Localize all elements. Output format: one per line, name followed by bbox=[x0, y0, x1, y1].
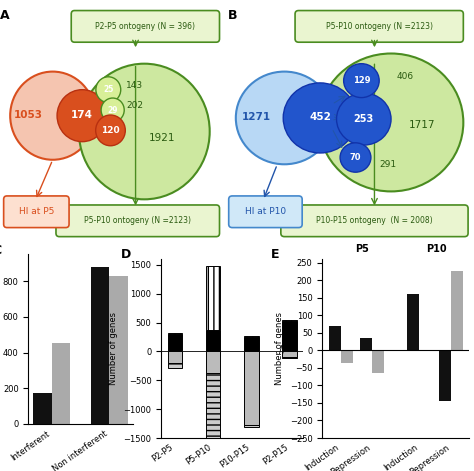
Y-axis label: Number of genes: Number of genes bbox=[275, 312, 284, 385]
Bar bbox=[244, 425, 259, 427]
Bar bbox=[168, 334, 182, 351]
Text: 1053: 1053 bbox=[14, 110, 43, 120]
Bar bbox=[168, 351, 182, 363]
Text: //: // bbox=[280, 345, 286, 355]
Text: 143: 143 bbox=[126, 81, 143, 89]
Bar bbox=[283, 321, 297, 351]
Bar bbox=[341, 350, 353, 363]
Circle shape bbox=[344, 64, 379, 97]
Text: P5: P5 bbox=[355, 244, 369, 254]
Bar bbox=[407, 294, 419, 350]
Text: B: B bbox=[228, 9, 237, 23]
Bar bbox=[283, 357, 297, 358]
Bar bbox=[206, 351, 220, 374]
Bar bbox=[360, 338, 372, 350]
Text: A: A bbox=[0, 9, 10, 23]
Bar bbox=[244, 336, 259, 337]
Text: 291: 291 bbox=[379, 160, 396, 169]
Circle shape bbox=[79, 64, 210, 199]
Bar bbox=[91, 267, 109, 424]
Bar bbox=[109, 276, 128, 424]
Bar bbox=[439, 350, 451, 401]
Text: 202: 202 bbox=[126, 101, 143, 110]
Text: 129: 129 bbox=[353, 76, 370, 85]
Text: E: E bbox=[271, 248, 279, 261]
Bar bbox=[168, 363, 182, 367]
Circle shape bbox=[283, 83, 356, 153]
Bar bbox=[168, 333, 182, 334]
Text: 1271: 1271 bbox=[241, 112, 271, 122]
Bar bbox=[244, 351, 259, 425]
FancyBboxPatch shape bbox=[4, 196, 69, 227]
Text: C: C bbox=[0, 244, 1, 257]
Circle shape bbox=[96, 115, 125, 146]
Text: 406: 406 bbox=[397, 72, 414, 81]
Text: 1921: 1921 bbox=[148, 133, 175, 143]
Text: 25: 25 bbox=[103, 85, 113, 94]
Bar bbox=[283, 319, 297, 321]
Text: HI at P10: HI at P10 bbox=[245, 207, 286, 216]
Y-axis label: Number of genes: Number of genes bbox=[109, 312, 118, 385]
Bar bbox=[206, 330, 220, 351]
Text: P5-P10 ontogeny (N =2123): P5-P10 ontogeny (N =2123) bbox=[84, 216, 191, 225]
Text: 29: 29 bbox=[108, 106, 118, 114]
Circle shape bbox=[57, 89, 107, 142]
Text: 120: 120 bbox=[101, 126, 120, 135]
Circle shape bbox=[96, 77, 121, 103]
FancyBboxPatch shape bbox=[295, 10, 464, 42]
Bar bbox=[372, 350, 384, 373]
Circle shape bbox=[319, 54, 464, 191]
Circle shape bbox=[236, 72, 333, 164]
Bar bbox=[52, 343, 70, 424]
FancyBboxPatch shape bbox=[71, 10, 219, 42]
Bar bbox=[206, 374, 220, 438]
Text: 70: 70 bbox=[350, 153, 361, 162]
Circle shape bbox=[340, 143, 371, 172]
Bar bbox=[244, 337, 259, 351]
Text: D: D bbox=[121, 248, 132, 261]
Text: 253: 253 bbox=[354, 114, 374, 124]
Text: P10-P15 ontogeny  (N = 2008): P10-P15 ontogeny (N = 2008) bbox=[316, 216, 433, 225]
Text: P10: P10 bbox=[427, 244, 447, 254]
Text: P2-P5 ontogeny (N = 396): P2-P5 ontogeny (N = 396) bbox=[95, 22, 195, 31]
Circle shape bbox=[337, 93, 391, 145]
Bar bbox=[206, 266, 220, 330]
Bar bbox=[451, 271, 463, 350]
Text: 174: 174 bbox=[71, 110, 93, 120]
FancyBboxPatch shape bbox=[228, 196, 302, 227]
Bar bbox=[283, 351, 297, 357]
Circle shape bbox=[10, 72, 95, 160]
Circle shape bbox=[101, 98, 124, 122]
FancyBboxPatch shape bbox=[281, 205, 468, 236]
Bar bbox=[329, 326, 341, 350]
Text: HI at P5: HI at P5 bbox=[18, 207, 54, 216]
FancyBboxPatch shape bbox=[56, 205, 219, 236]
Text: 452: 452 bbox=[309, 112, 331, 122]
Text: 1717: 1717 bbox=[409, 120, 435, 130]
Bar bbox=[33, 393, 52, 424]
Text: P5-P10 ontogeny (N =2123): P5-P10 ontogeny (N =2123) bbox=[326, 22, 433, 31]
